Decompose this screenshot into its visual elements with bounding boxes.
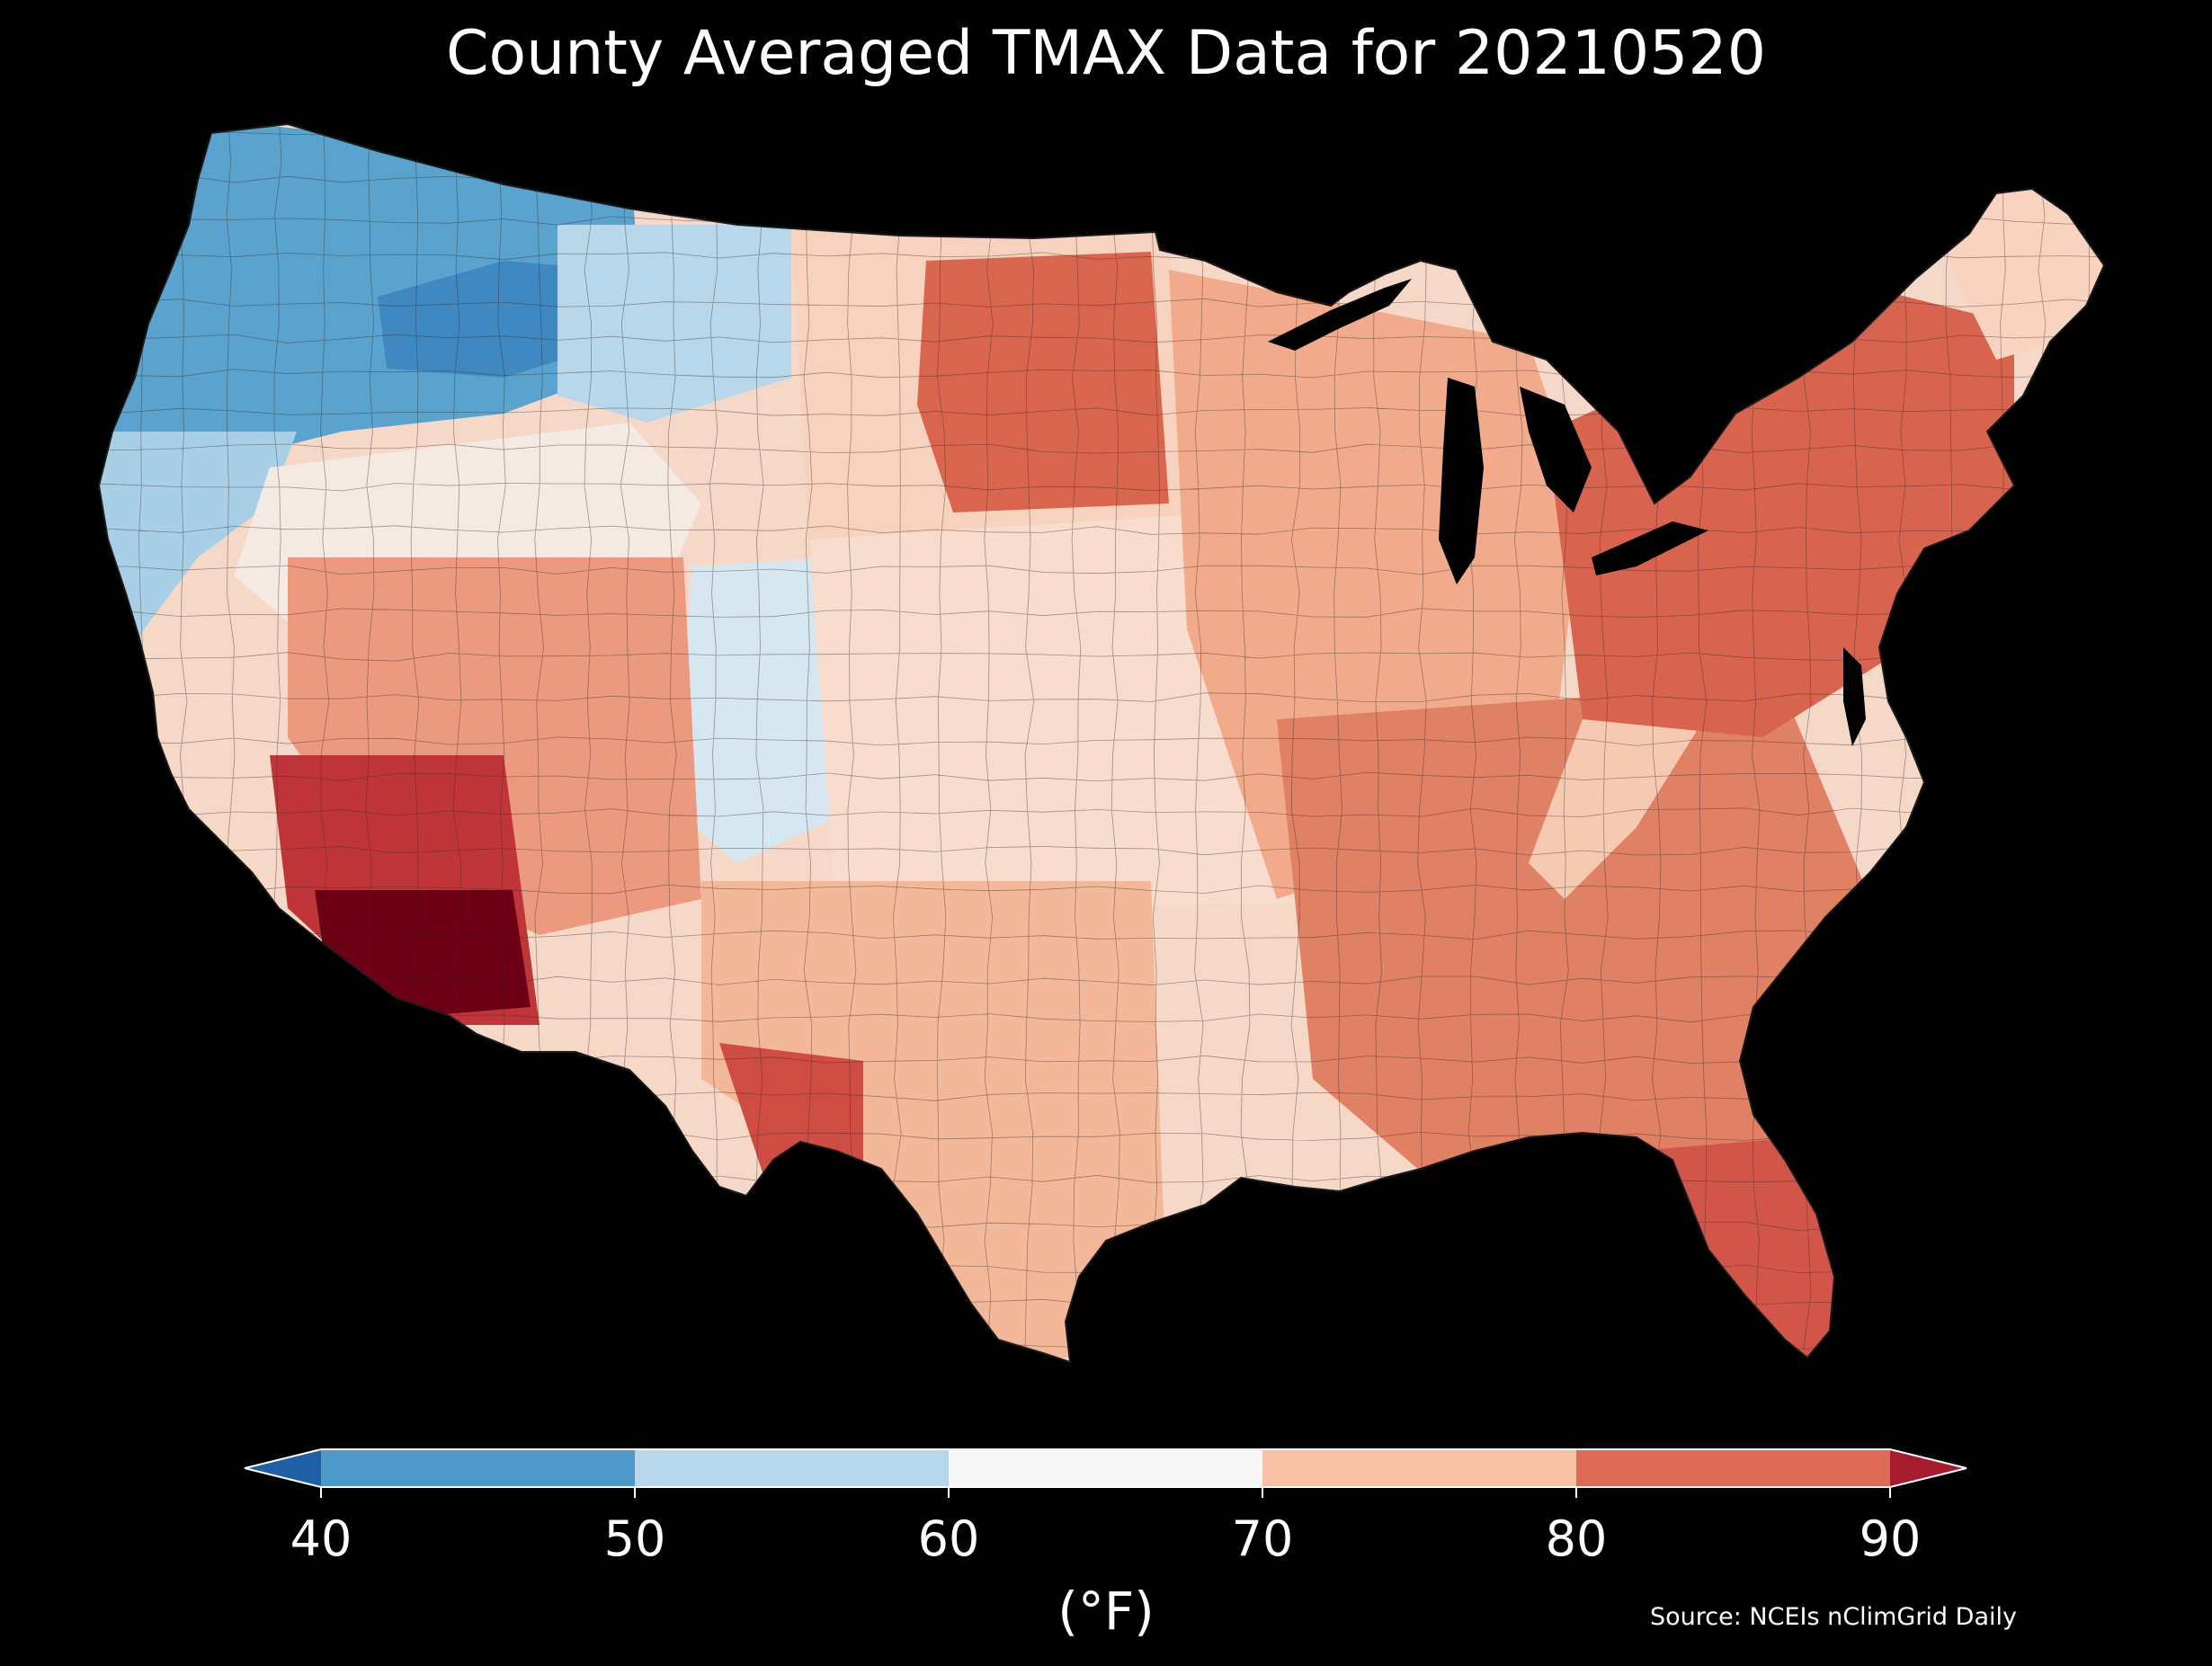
lake-superior <box>1268 279 1412 351</box>
source-credit: Source: NCEIs nClimGrid Daily <box>1650 1603 2017 1631</box>
colorbar-extend-low <box>245 1449 321 1487</box>
region-oregon-ncal <box>99 432 297 683</box>
colorbar-bin-60-70 <box>949 1449 1262 1487</box>
colorbar-unit-label: (°F) <box>1057 1581 1155 1642</box>
colorbar-tick-label: 70 <box>1231 1510 1294 1567</box>
colorbar-bin-50-60 <box>635 1449 949 1487</box>
chesapeake-bay <box>1843 647 1866 746</box>
region-southwest-desert <box>315 890 531 1016</box>
lake-huron <box>1520 387 1592 512</box>
region-southeast <box>1277 683 1870 1187</box>
colorbar-tick-label: 40 <box>290 1510 352 1567</box>
colorbar-tick-label: 80 <box>1545 1510 1608 1567</box>
colorbar-bin-70-80 <box>1262 1449 1576 1487</box>
map-title: County Averaged TMAX Data for 20210520 <box>446 18 1766 89</box>
colorbar-tick-label: 90 <box>1859 1510 1922 1567</box>
region-pacific-northwest <box>99 124 647 468</box>
lake-erie <box>1592 521 1708 575</box>
colorbar-extend-high <box>1890 1449 1967 1487</box>
region-colorado-rockies <box>674 557 854 863</box>
colorbar-bin-40-50 <box>321 1449 635 1487</box>
lake-michigan <box>1439 378 1484 584</box>
region-southern-plains <box>701 881 1169 1358</box>
region-florida <box>1637 1133 1852 1362</box>
colorbar-bin-80-90 <box>1576 1449 1890 1487</box>
region-dakotas-core <box>917 252 1169 512</box>
colorbar-tick-label: 50 <box>603 1510 666 1567</box>
colorbar-tick-label: 60 <box>917 1510 980 1567</box>
region-idaho-cool <box>557 225 791 423</box>
